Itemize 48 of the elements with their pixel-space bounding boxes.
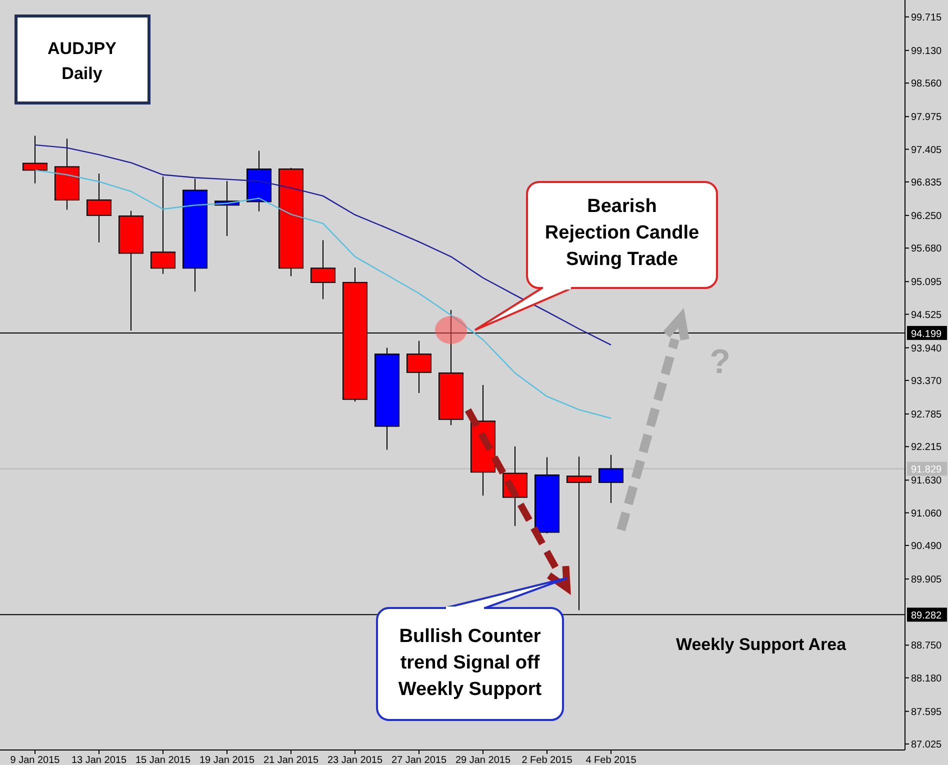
y-tick-label: 87.595 bbox=[911, 706, 942, 718]
y-tick-label: 95.095 bbox=[911, 277, 942, 288]
annotation: Bearish Rejection Candle Swing Trade bbox=[544, 196, 700, 270]
y-tick-label: 90.490 bbox=[911, 540, 942, 552]
y-tick-label: 92.215 bbox=[911, 442, 942, 454]
text: Weekly Support Area bbox=[676, 635, 847, 654]
text: ? bbox=[710, 343, 730, 381]
x-tick-label: 29 Jan 2015 bbox=[455, 755, 511, 765]
y-tick-label: 97.405 bbox=[911, 144, 942, 156]
y-tick-label: 98.560 bbox=[911, 78, 942, 90]
x-tick-label: 19 Jan 2015 bbox=[199, 755, 255, 765]
candlestick bbox=[22, 135, 48, 184]
candlestick bbox=[150, 176, 176, 274]
y-tick-label: 93.370 bbox=[911, 376, 942, 387]
y-tick-label: 97.975 bbox=[911, 112, 942, 124]
x-tick-label: 13 Jan 2015 bbox=[71, 755, 127, 765]
y-tick-label: 94.525 bbox=[911, 310, 942, 321]
y-tick-label: 91.060 bbox=[911, 508, 942, 520]
candlestick bbox=[598, 454, 624, 504]
candlestick bbox=[310, 240, 336, 300]
ref-line-label: 89.282 bbox=[911, 610, 942, 622]
ref-line-label: 94.199 bbox=[911, 328, 942, 340]
ref-line-label: 91.829 bbox=[911, 464, 942, 476]
y-tick-label: 93.940 bbox=[911, 343, 942, 354]
y-tick-label: 96.835 bbox=[911, 177, 942, 188]
y-tick-label: 95.680 bbox=[911, 244, 942, 255]
y-tick-label: 99.130 bbox=[911, 46, 942, 57]
text: Daily bbox=[62, 64, 103, 83]
y-tick-label: 96.250 bbox=[911, 210, 942, 222]
y-tick-label: 91.630 bbox=[911, 476, 942, 487]
x-tick-label: 23 Jan 2015 bbox=[327, 755, 383, 765]
text: AUDJPY bbox=[48, 39, 118, 58]
y-tick-label: 88.180 bbox=[911, 673, 942, 684]
y-tick-label: 89.905 bbox=[911, 574, 942, 586]
y-tick-label: 99.715 bbox=[911, 12, 942, 24]
y-tick-label: 87.025 bbox=[911, 739, 942, 750]
x-tick-label: 27 Jan 2015 bbox=[391, 755, 447, 765]
y-tick-label: 92.785 bbox=[911, 409, 942, 420]
x-tick-label: 4 Feb 2015 bbox=[586, 755, 637, 765]
candlestick bbox=[566, 456, 592, 611]
x-tick-label: 2 Feb 2015 bbox=[522, 755, 573, 765]
y-tick-label: 88.750 bbox=[911, 640, 942, 652]
x-tick-label: 15 Jan 2015 bbox=[135, 755, 191, 765]
annotation: Bullish Counter trend Signal off Weekly Support bbox=[398, 626, 542, 700]
candlestick bbox=[406, 340, 432, 394]
x-tick-label: 9 Jan 2015 bbox=[10, 755, 60, 765]
x-tick-label: 21 Jan 2015 bbox=[263, 755, 319, 765]
candlestick bbox=[86, 173, 112, 243]
